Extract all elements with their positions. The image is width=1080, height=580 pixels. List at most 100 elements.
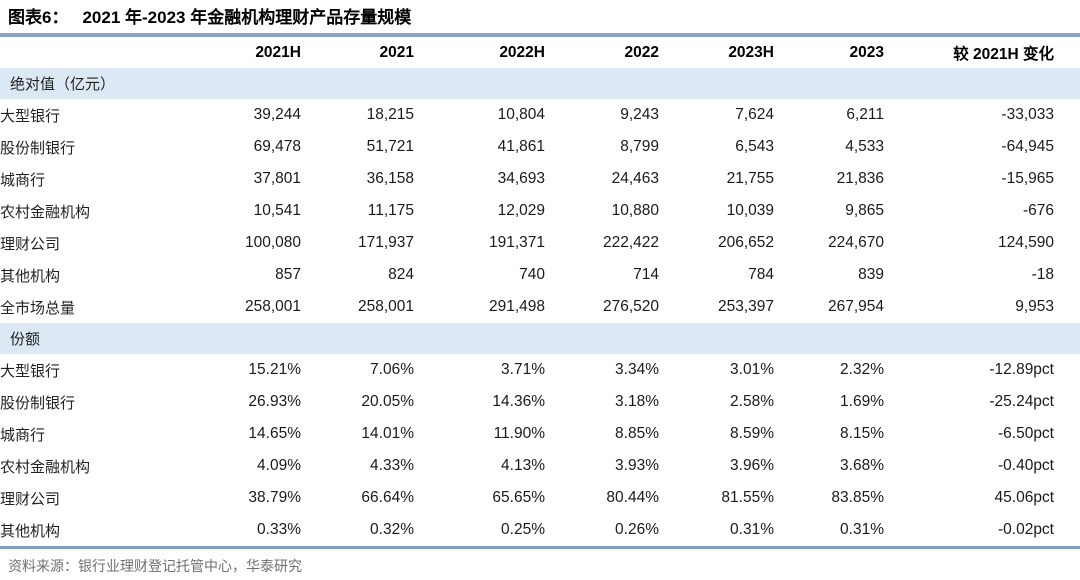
value-cell: 3.34% xyxy=(615,361,659,378)
row-label: 其他机构 xyxy=(0,521,61,540)
value-cell: 0.33% xyxy=(257,521,301,538)
value-cell: 253,397 xyxy=(717,298,774,315)
table-row: 大型银行 15.21% 7.06% 3.71% 3.34% 3.01% 2.32% -12.8… xyxy=(0,354,1080,386)
value-cell: 7.06% xyxy=(370,361,414,378)
value-cell: 51,721 xyxy=(366,138,414,155)
table-row: 城商行 14.65% 14.01% 11.90% 8.85% 8.59% 8.15% -6.5… xyxy=(0,418,1080,450)
value-cell: 258,001 xyxy=(244,298,301,315)
value-cell: 839 xyxy=(858,266,884,283)
value-cell: 8.15% xyxy=(840,425,884,442)
value-cell: 258,001 xyxy=(357,298,414,315)
row-label: 全市场总量 xyxy=(0,298,76,317)
value-cell: 9,243 xyxy=(620,106,659,123)
value-cell: 1.69% xyxy=(840,393,884,410)
value-cell: 6,211 xyxy=(846,106,884,123)
table-row: 其他机构 0.33% 0.32% 0.25% 0.26% 0.31% 0.31% -0.02p… xyxy=(0,514,1080,546)
value-cell: 38.79% xyxy=(248,489,301,506)
value-cell: -0.02pct xyxy=(997,521,1054,538)
section-header-row: 绝对值（亿元） xyxy=(0,68,1080,99)
value-cell: 45.06pct xyxy=(994,489,1054,506)
value-cell: 3.96% xyxy=(730,457,774,474)
value-cell: 7,624 xyxy=(735,106,774,123)
value-cell: 21,755 xyxy=(726,170,774,187)
value-cell: 10,804 xyxy=(497,106,545,123)
value-cell: 0.32% xyxy=(370,521,414,538)
value-cell: 11,175 xyxy=(367,202,414,219)
header-cell: 较 2021H 变化 xyxy=(953,45,1054,63)
value-cell: 0.25% xyxy=(501,521,545,538)
header-cell: 2021H xyxy=(255,43,301,61)
row-label: 农村金融机构 xyxy=(0,202,91,221)
table-header: 2021H 2021 2022H 2022 2023H 2023 较 2021H 变化 xyxy=(0,37,1080,68)
header-cell: 2021 xyxy=(379,43,414,61)
table-row: 股份制银行 69,478 51,721 41,861 8,799 6,543 4,533 -6… xyxy=(0,131,1080,163)
value-cell: 714 xyxy=(633,266,659,283)
value-cell: 191,371 xyxy=(488,234,545,251)
table-row: 理财公司 38.79% 66.64% 65.65% 80.44% 81.55% 83.85%… xyxy=(0,482,1080,514)
row-label: 城商行 xyxy=(0,425,46,444)
figure-title: 图表6： 2021 年-2023 年金融机构理财产品存量规模 xyxy=(0,0,1080,33)
value-cell: 8.59% xyxy=(730,425,774,442)
value-cell: 14.65% xyxy=(248,425,301,442)
value-cell: 83.85% xyxy=(831,489,884,506)
value-cell: 3.01% xyxy=(730,361,774,378)
value-cell: 4.13% xyxy=(501,457,545,474)
value-cell: 0.26% xyxy=(615,521,659,538)
value-cell: 8.85% xyxy=(615,425,659,442)
value-cell: 41,861 xyxy=(497,138,545,155)
value-cell: 206,652 xyxy=(717,234,774,251)
value-cell: 4.09% xyxy=(257,457,301,474)
value-cell: -0.40pct xyxy=(997,457,1054,474)
bottom-rule xyxy=(0,546,1080,549)
value-cell: 37,801 xyxy=(253,170,301,187)
value-cell: 4,533 xyxy=(845,138,884,155)
row-label: 大型银行 xyxy=(0,361,61,380)
header-cell: 2022H xyxy=(499,43,545,61)
row-label: 大型银行 xyxy=(0,106,61,125)
table-row: 农村金融机构 10,541 11,175 12,029 10,880 10,039 9,86… xyxy=(0,195,1080,227)
value-cell: 39,244 xyxy=(253,106,301,123)
row-label: 理财公司 xyxy=(0,489,61,508)
value-cell: 20.05% xyxy=(361,393,414,410)
value-cell: 291,498 xyxy=(488,298,545,315)
source-note: 资料来源：银行业理财登记托管中心，华泰研究 xyxy=(8,559,302,575)
value-cell: 740 xyxy=(519,266,545,283)
value-cell: -15,965 xyxy=(1001,170,1054,187)
value-cell: 2.32% xyxy=(840,361,884,378)
title-rule xyxy=(0,33,1080,37)
value-cell: 8,799 xyxy=(620,138,659,155)
value-cell: 0.31% xyxy=(840,521,884,538)
row-label: 股份制银行 xyxy=(0,138,76,157)
value-cell: 21,836 xyxy=(836,170,884,187)
value-cell: 36,158 xyxy=(366,170,414,187)
table-row: 全市场总量 258,001 258,001 291,498 276,520 253,397… xyxy=(0,291,1080,323)
value-cell: 276,520 xyxy=(602,298,659,315)
value-cell: 81.55% xyxy=(721,489,774,506)
value-cell: 171,937 xyxy=(357,234,414,251)
value-cell: -18 xyxy=(1031,266,1054,283)
row-label: 其他机构 xyxy=(0,266,61,285)
row-label: 农村金融机构 xyxy=(0,457,91,476)
value-cell: 34,693 xyxy=(497,170,545,187)
value-cell: 3.71% xyxy=(501,361,545,378)
row-label: 城商行 xyxy=(0,170,46,189)
row-label: 股份制银行 xyxy=(0,393,76,412)
table-row: 农村金融机构 4.09% 4.33% 4.13% 3.93% 3.96% 3.68% -0.4… xyxy=(0,450,1080,482)
value-cell: 124,590 xyxy=(997,234,1054,251)
value-cell: 80.44% xyxy=(606,489,659,506)
value-cell: 3.18% xyxy=(615,393,659,410)
value-cell: -12.89pct xyxy=(989,361,1054,378)
header-cell: 2023 xyxy=(849,43,884,61)
section-header-label: 绝对值（亿元） xyxy=(0,68,1080,99)
value-cell: 784 xyxy=(748,266,774,283)
table-row: 股份制银行 26.93% 20.05% 14.36% 3.18% 2.58% 1.69% -2… xyxy=(0,386,1080,418)
value-cell: 10,039 xyxy=(726,202,774,219)
value-cell: -64,945 xyxy=(1001,138,1054,155)
value-cell: 65.65% xyxy=(492,489,545,506)
value-cell: 3.93% xyxy=(615,457,659,474)
value-cell: 69,478 xyxy=(253,138,301,155)
value-cell: 10,541 xyxy=(253,202,301,219)
value-cell: 15.21% xyxy=(248,361,301,378)
value-cell: 3.68% xyxy=(840,457,884,474)
